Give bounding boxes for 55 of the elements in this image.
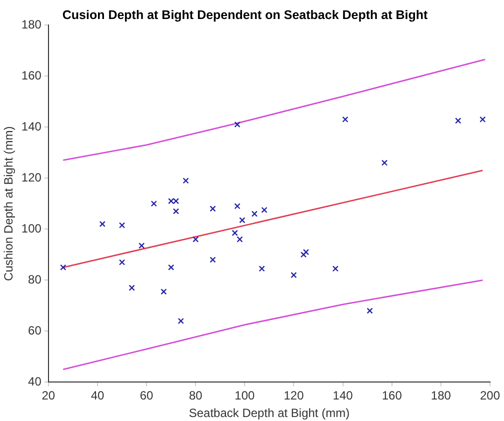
point (261, 206, 268, 214)
x-tick-label: 160 (382, 388, 402, 403)
point (258, 266, 265, 272)
point (178, 318, 184, 324)
point (480, 116, 486, 122)
x-tick-label: 140 (332, 388, 354, 403)
point (99, 220, 106, 228)
point (118, 259, 126, 266)
point (290, 272, 297, 278)
x-tick-label: 120 (284, 388, 304, 403)
x-tick-label: 180 (430, 388, 452, 403)
y-tick-label: 160 (21, 68, 42, 82)
point (160, 288, 167, 295)
point (251, 210, 258, 217)
x-tick-label: 80 (188, 388, 203, 403)
point (172, 198, 180, 204)
point (332, 266, 339, 272)
point (234, 203, 240, 210)
point (381, 160, 388, 166)
y-tick-label: 100 (21, 221, 42, 236)
y-tick-label: 60 (28, 323, 42, 338)
point (168, 198, 174, 204)
point (366, 308, 373, 314)
point (300, 252, 307, 258)
x-tick-label: 20 (42, 388, 56, 403)
point (172, 208, 180, 214)
point (168, 264, 174, 270)
y-tick-label: 180 (21, 17, 42, 32)
y-tick-label: 80 (28, 272, 42, 286)
point (182, 178, 189, 184)
x-tick-label: 40 (90, 388, 104, 403)
point (234, 121, 240, 128)
y-tick-label: 120 (21, 170, 42, 184)
point (192, 236, 199, 242)
x-tick-label: 200 (480, 388, 500, 403)
point (60, 264, 66, 270)
point (210, 256, 216, 263)
x-tick-label: 60 (140, 388, 154, 403)
x-tick-label: 100 (234, 388, 256, 403)
point (138, 242, 145, 249)
y-tick-label: 140 (21, 119, 42, 134)
point (150, 200, 157, 207)
y-axis-title: Cushion Depth at Bight (mm) (2, 126, 16, 281)
point (455, 118, 462, 124)
point (342, 116, 348, 122)
point (302, 249, 310, 256)
point (128, 284, 135, 291)
point (236, 236, 243, 242)
point (210, 206, 216, 212)
y-tick-label: 40 (28, 374, 42, 389)
chart-title: Cusion Depth at Bight Dependent on Seatback Depth at Bight (62, 8, 428, 22)
x-axis-title: Seatback Depth at Bight (mm) (188, 406, 350, 420)
point (118, 222, 126, 228)
point (239, 217, 246, 224)
point (232, 230, 238, 236)
